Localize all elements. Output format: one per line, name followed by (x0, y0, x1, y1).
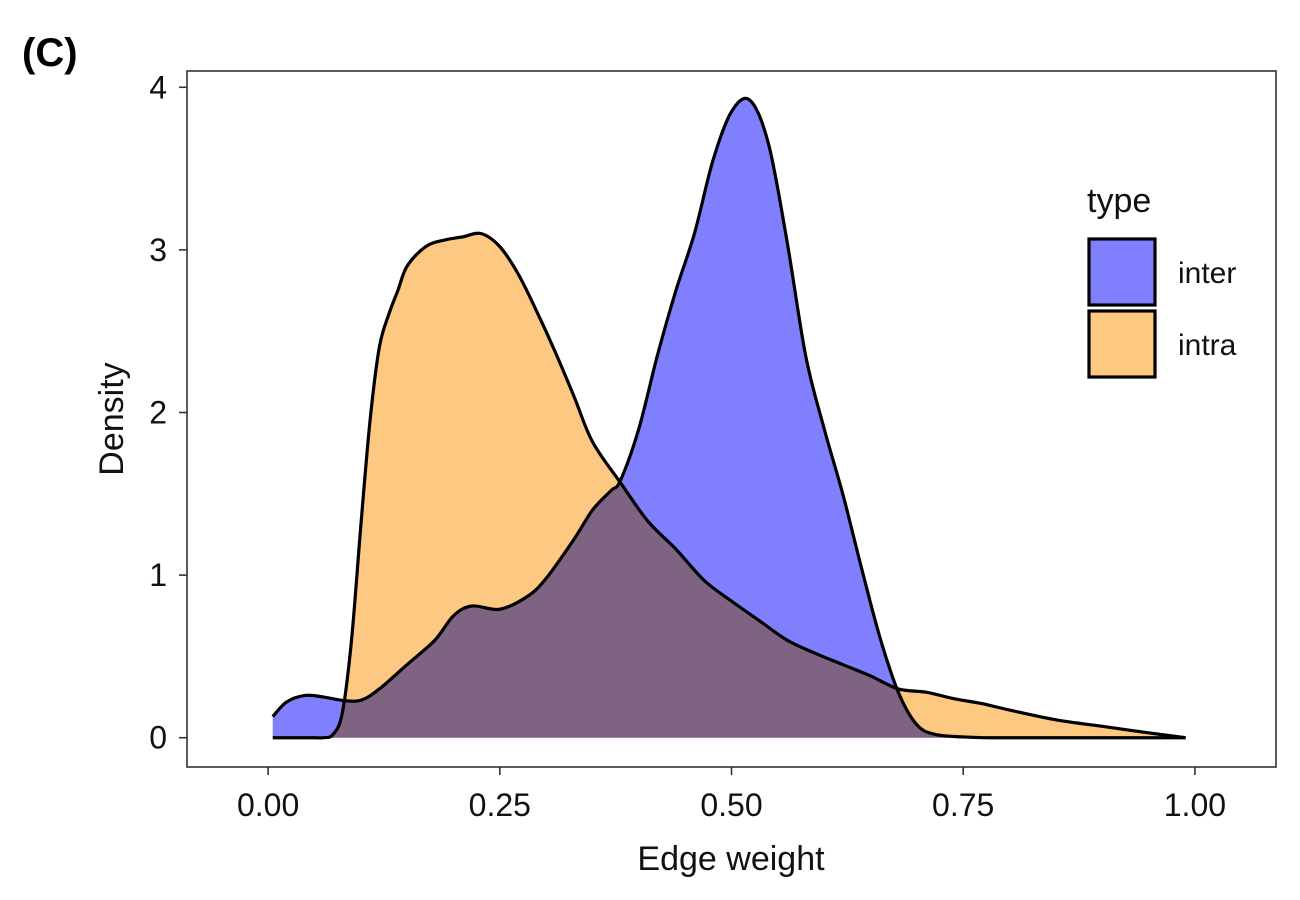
legend-key-inter (1087, 237, 1157, 307)
y-tick-label: 4 (149, 69, 167, 105)
x-tick-label: 0.25 (469, 787, 531, 823)
y-tick-label: 3 (149, 232, 167, 268)
legend-items: inter intra (1087, 237, 1237, 379)
density-line-intra (272, 231, 1186, 740)
y-axis-title: Density (93, 362, 131, 475)
x-tick-label: 0.00 (237, 787, 299, 823)
legend-label-inter: inter (1178, 257, 1236, 290)
y-tick-label: 0 (149, 720, 167, 756)
density-area-inter (272, 98, 1186, 738)
y-axis: 0 1 2 3 4 (149, 69, 187, 756)
legend-label-intra: intra (1178, 329, 1237, 362)
density-area-intra (272, 233, 1186, 738)
x-axis: 0.00 0.25 0.50 0.75 1.00 (237, 767, 1226, 823)
legend-key-intra (1087, 309, 1157, 379)
legend: type inter intra (1087, 182, 1237, 379)
x-tick-label: 1.00 (1164, 787, 1226, 823)
x-tick-label: 0.50 (700, 787, 762, 823)
legend-title: type (1087, 182, 1151, 220)
y-tick-label: 2 (149, 394, 167, 430)
y-tick-label: 1 (149, 557, 167, 593)
x-tick-label: 0.75 (932, 787, 994, 823)
panel-label: (C) (22, 31, 78, 75)
series-layer (271, 96, 1186, 740)
x-axis-title: Edge weight (637, 840, 825, 878)
